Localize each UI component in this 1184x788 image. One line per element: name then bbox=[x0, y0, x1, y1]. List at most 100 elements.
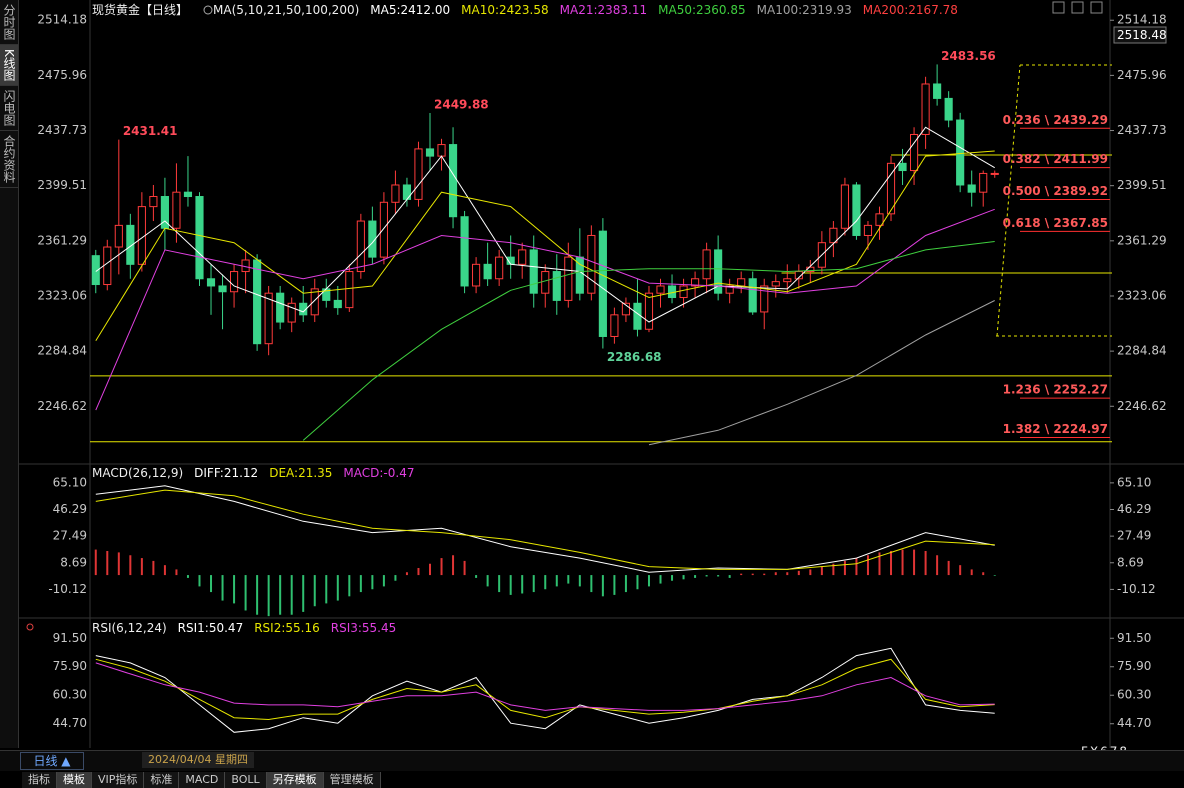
macd-bar bbox=[290, 575, 293, 615]
candle-body bbox=[702, 249, 711, 280]
sidebar-tab[interactable]: 闪电图 bbox=[0, 86, 18, 131]
price-annotation: 2286.68 bbox=[607, 350, 662, 364]
macd-bar bbox=[244, 575, 247, 611]
toolbar-tab[interactable]: VIP指标 bbox=[92, 772, 145, 788]
toolbar-tab[interactable]: 管理模板 bbox=[323, 772, 381, 788]
macd-bar bbox=[555, 575, 558, 587]
macd-bar bbox=[866, 555, 869, 576]
chart-title: 现货黄金【日线】 bbox=[92, 3, 189, 17]
macd-bar bbox=[624, 575, 627, 593]
macd-bar bbox=[267, 575, 270, 617]
y-tick-label: 44.70 bbox=[1117, 716, 1151, 730]
candle-body bbox=[91, 255, 100, 286]
macd-bar bbox=[774, 572, 777, 576]
settings-icon[interactable] bbox=[26, 623, 34, 631]
sidebar-tab[interactable]: K线图 bbox=[0, 45, 18, 86]
candle-body bbox=[621, 302, 631, 316]
y-tick-label: -10.12 bbox=[1117, 582, 1156, 596]
macd-bar bbox=[832, 563, 835, 576]
candle-body bbox=[356, 220, 365, 273]
indicator-line bbox=[95, 658, 995, 721]
sidebar-tab[interactable]: 合约资料 bbox=[0, 131, 18, 188]
window-icon[interactable] bbox=[1052, 1, 1065, 14]
candle-body bbox=[518, 249, 527, 265]
timeframe[interactable]: 日线 ▲ bbox=[20, 752, 84, 770]
macd-bar bbox=[578, 575, 581, 587]
candle-body bbox=[909, 133, 919, 172]
rsi-legend: RSI(6,12,24) RSI1:50.47 RSI2:55.16 RSI3:55.… bbox=[92, 620, 396, 636]
y-tick-label: 2437.73 bbox=[1117, 123, 1167, 137]
y-tick-label: 2399.51 bbox=[37, 178, 87, 192]
candle-body bbox=[368, 220, 377, 258]
candle-body bbox=[725, 285, 734, 294]
macd-bar bbox=[152, 560, 155, 576]
candle-body bbox=[552, 271, 561, 301]
candle-body bbox=[679, 285, 688, 299]
candle-body bbox=[414, 148, 423, 200]
price-annotation: 2449.88 bbox=[434, 98, 489, 112]
candle-body bbox=[402, 184, 412, 200]
candle-body bbox=[633, 302, 642, 330]
candle-body bbox=[748, 278, 757, 313]
toolbar-tab[interactable]: 指标 bbox=[22, 772, 57, 788]
macd-bar bbox=[475, 575, 478, 578]
y-tick-label: 65.10 bbox=[1117, 475, 1151, 489]
macd-bar bbox=[786, 572, 789, 576]
macd-bar bbox=[740, 573, 743, 576]
toolbar-tab[interactable]: 模板 bbox=[57, 772, 92, 788]
macd-bar bbox=[521, 575, 524, 594]
candle-body bbox=[149, 196, 158, 208]
macd-bar bbox=[890, 550, 893, 576]
candle-body bbox=[472, 263, 481, 287]
toolbar-tab[interactable]: BOLL bbox=[225, 772, 267, 788]
indicator-name: MA(5,10,21,50,100,200) bbox=[213, 3, 360, 17]
macd-bar bbox=[751, 573, 754, 576]
legend-item: MA200:2167.78 bbox=[862, 3, 958, 17]
candle-body bbox=[437, 144, 446, 157]
y-tick-label: 60.30 bbox=[1117, 688, 1151, 702]
legend-item: RSI2:55.16 bbox=[254, 621, 320, 635]
price-annotation: 2483.56 bbox=[941, 49, 996, 63]
status-bar bbox=[0, 750, 1184, 771]
candle-body bbox=[737, 278, 746, 287]
y-tick-label: 2437.73 bbox=[37, 123, 87, 137]
toolbar-tab[interactable]: 另存模板 bbox=[266, 772, 324, 788]
y-tick-label: 2323.06 bbox=[37, 288, 87, 302]
macd-bar bbox=[913, 549, 916, 576]
price-label: 2518.48 bbox=[1117, 28, 1167, 42]
y-tick-label: 2246.62 bbox=[1117, 399, 1167, 413]
fib-label: 0.382 \ 2411.99 bbox=[1003, 152, 1108, 166]
macd-bar bbox=[705, 575, 708, 577]
macd-bar bbox=[405, 572, 408, 576]
window-icon[interactable] bbox=[1090, 1, 1103, 14]
candle-body bbox=[333, 299, 342, 309]
y-tick-label: 46.29 bbox=[53, 502, 87, 516]
sidebar-tab[interactable]: 分时图 bbox=[0, 0, 18, 45]
fib-label: 1.382 \ 2224.97 bbox=[1003, 422, 1108, 436]
candle-body bbox=[229, 271, 239, 293]
macd-bar bbox=[659, 575, 662, 584]
candle-body bbox=[253, 259, 262, 345]
legend-item: MA50:2360.85 bbox=[658, 3, 746, 17]
y-tick-label: 2361.29 bbox=[37, 233, 87, 247]
candle-body bbox=[863, 224, 873, 236]
toolbar-tab[interactable]: 标准 bbox=[144, 772, 180, 788]
indicator-line bbox=[95, 485, 995, 573]
y-tick-label: 65.10 bbox=[53, 475, 87, 489]
candle-body bbox=[714, 249, 723, 294]
candle-body bbox=[829, 227, 838, 244]
macd-bar bbox=[175, 569, 178, 576]
y-tick-label: 27.49 bbox=[53, 529, 87, 543]
legend-item: RSI1:50.47 bbox=[177, 621, 244, 635]
toolbar-tab[interactable]: MACD bbox=[179, 772, 226, 788]
y-tick-label: 46.29 bbox=[1117, 502, 1151, 516]
candle-body bbox=[126, 224, 135, 265]
candle-body bbox=[979, 172, 988, 193]
window-icon[interactable] bbox=[1071, 1, 1084, 14]
price-annotation: 2431.41 bbox=[123, 124, 178, 138]
macd-bar bbox=[394, 575, 397, 581]
indicator-line bbox=[95, 647, 995, 733]
header-icon[interactable] bbox=[203, 5, 213, 15]
macd-bar bbox=[717, 575, 720, 577]
macd-bar bbox=[336, 575, 339, 601]
